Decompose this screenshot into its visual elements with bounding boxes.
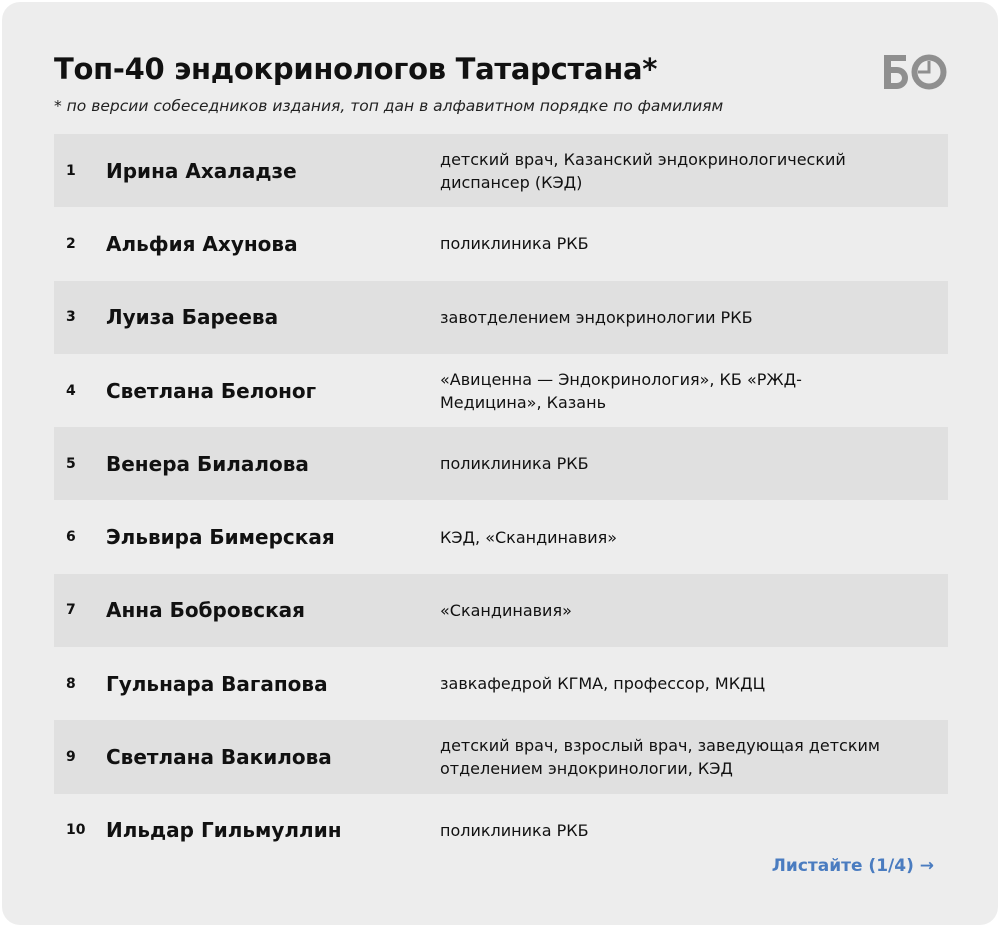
table-row: 5 Венера Билалова поликлиника РКБ — [54, 427, 948, 501]
doctor-workplace: поликлиника РКБ — [440, 820, 589, 840]
table-row: 6 Эльвира Бимерская КЭД, «Скандинавия» — [54, 500, 948, 573]
doctor-workplace: «Скандинавия» — [440, 600, 572, 620]
row-number: 2 — [66, 235, 76, 252]
doctor-workplace: детский врач, взрослый врач, заведующая … — [440, 736, 880, 779]
doctor-name: Венера Билалова — [106, 451, 309, 476]
table-row: 1 Ирина Ахаладзе детский врач, Казанский… — [54, 134, 948, 208]
doctors-table: 1 Ирина Ахаладзе детский врач, Казанский… — [54, 134, 948, 867]
doctor-name: Ильдар Гильмуллин — [106, 818, 342, 843]
row-number: 10 — [66, 822, 86, 839]
row-number: 1 — [66, 162, 76, 179]
table-row: 4 Светлана Белоног «Авиценна — Эндокрино… — [54, 354, 948, 427]
row-number: 7 — [66, 602, 76, 619]
row-number: 3 — [66, 309, 76, 326]
page-title: Топ-40 эндокринологов Татарстана* — [54, 52, 658, 86]
table-row: 7 Анна Бобровская «Скандинавия» — [54, 573, 948, 648]
table-row: 8 Гульнара Вагапова завкафедрой КГМА, пр… — [54, 647, 948, 720]
doctor-name: Светлана Белоног — [106, 378, 317, 403]
doctor-workplace: завотделением эндокринологии РКБ — [440, 307, 753, 327]
bo-logo-icon — [884, 54, 947, 90]
row-number: 5 — [66, 455, 76, 472]
table-row: 3 Луиза Бареева завотделением эндокринол… — [54, 280, 948, 354]
doctor-workplace: поликлиника РКБ — [440, 234, 589, 254]
doctor-name: Ирина Ахаладзе — [106, 158, 297, 183]
doctor-workplace: детский врач, Казанский эндокринологичес… — [440, 149, 846, 192]
doctor-workplace: завкафедрой КГМА, профессор, МКДЦ — [440, 674, 765, 694]
next-page-link[interactable]: Листайте (1/4) → — [771, 856, 934, 876]
doctor-name: Анна Бобровская — [106, 598, 306, 623]
doctor-name: Эльвира Бимерская — [106, 525, 335, 550]
row-number: 8 — [66, 675, 76, 692]
doctor-name: Альфия Ахунова — [106, 231, 298, 256]
subtitle: * по версии собеседников издания, топ да… — [54, 97, 724, 115]
row-number: 9 — [66, 749, 76, 766]
doctor-workplace: поликлиника РКБ — [440, 454, 589, 474]
doctor-workplace: КЭД, «Скандинавия» — [440, 527, 618, 547]
table-row: 2 Альфия Ахунова поликлиника РКБ — [54, 207, 948, 280]
row-number: 6 — [66, 529, 76, 546]
doctor-name: Светлана Вакилова — [106, 745, 332, 770]
table-row: 10 Ильдар Гильмуллин поликлиника РКБ — [54, 794, 948, 867]
doctor-name: Гульнара Вагапова — [106, 671, 328, 696]
row-number: 4 — [66, 382, 76, 399]
doctor-name: Луиза Бареева — [106, 305, 279, 330]
table-row: 9 Светлана Вакилова детский врач, взросл… — [54, 720, 948, 794]
doctor-workplace: «Авиценна — Эндокринология», КБ «РЖД-Мед… — [440, 369, 802, 412]
